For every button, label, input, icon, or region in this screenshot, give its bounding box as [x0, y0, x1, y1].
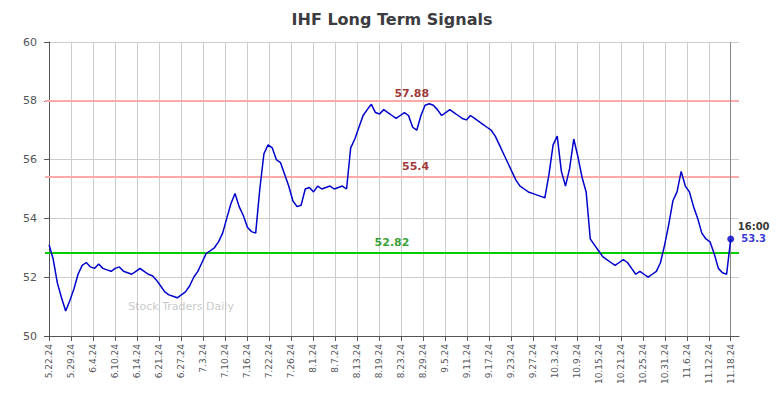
- svg-text:6.4.24: 6.4.24: [88, 344, 98, 373]
- svg-text:52.82: 52.82: [375, 236, 410, 249]
- svg-text:10.25.24: 10.25.24: [638, 344, 648, 384]
- svg-text:10.21.24: 10.21.24: [616, 344, 626, 384]
- svg-text:5.22.24: 5.22.24: [44, 344, 54, 379]
- svg-text:10.15.24: 10.15.24: [594, 344, 604, 384]
- svg-text:52: 52: [23, 271, 37, 284]
- svg-text:55.4: 55.4: [402, 160, 429, 173]
- svg-text:6.10.24: 6.10.24: [110, 344, 120, 379]
- svg-text:9.5.24: 9.5.24: [440, 344, 450, 373]
- svg-text:10.9.24: 10.9.24: [572, 344, 582, 379]
- svg-text:58: 58: [23, 94, 37, 107]
- svg-text:8.23.24: 8.23.24: [396, 344, 406, 379]
- svg-text:57.88: 57.88: [394, 87, 429, 100]
- svg-text:7.3.24: 7.3.24: [198, 344, 208, 373]
- svg-text:8.1.24: 8.1.24: [308, 344, 318, 373]
- svg-text:7.22.24: 7.22.24: [264, 344, 274, 379]
- svg-text:6.27.24: 6.27.24: [176, 344, 186, 379]
- svg-text:9.17.24: 9.17.24: [484, 344, 494, 379]
- svg-text:10.3.24: 10.3.24: [550, 344, 560, 379]
- svg-text:56: 56: [23, 153, 37, 166]
- svg-text:54: 54: [23, 212, 37, 225]
- svg-text:53.3: 53.3: [741, 233, 766, 244]
- svg-text:9.11.24: 9.11.24: [462, 344, 472, 379]
- svg-text:11.6.24: 11.6.24: [682, 344, 692, 379]
- svg-text:9.23.24: 9.23.24: [506, 344, 516, 379]
- svg-text:5.29.24: 5.29.24: [66, 344, 76, 379]
- svg-text:8.29.24: 8.29.24: [418, 344, 428, 379]
- svg-text:7.26.24: 7.26.24: [286, 344, 296, 379]
- svg-text:Stock Traders Daily: Stock Traders Daily: [128, 300, 234, 313]
- svg-text:50: 50: [23, 330, 37, 343]
- svg-text:6.14.24: 6.14.24: [132, 344, 142, 379]
- svg-text:IHF Long Term Signals: IHF Long Term Signals: [292, 10, 493, 29]
- svg-text:16:00: 16:00: [738, 221, 770, 232]
- svg-text:7.10.24: 7.10.24: [220, 344, 230, 379]
- svg-text:8.13.24: 8.13.24: [352, 344, 362, 379]
- svg-text:9.27.24: 9.27.24: [528, 344, 538, 379]
- svg-text:11.18.24: 11.18.24: [726, 344, 736, 384]
- svg-text:60: 60: [23, 36, 37, 49]
- svg-text:6.21.24: 6.21.24: [154, 344, 164, 379]
- svg-text:7.16.24: 7.16.24: [242, 344, 252, 379]
- svg-text:10.31.24: 10.31.24: [660, 344, 670, 384]
- svg-text:8.7.24: 8.7.24: [330, 344, 340, 373]
- svg-text:11.12.24: 11.12.24: [704, 344, 714, 384]
- svg-text:8.19.24: 8.19.24: [374, 344, 384, 379]
